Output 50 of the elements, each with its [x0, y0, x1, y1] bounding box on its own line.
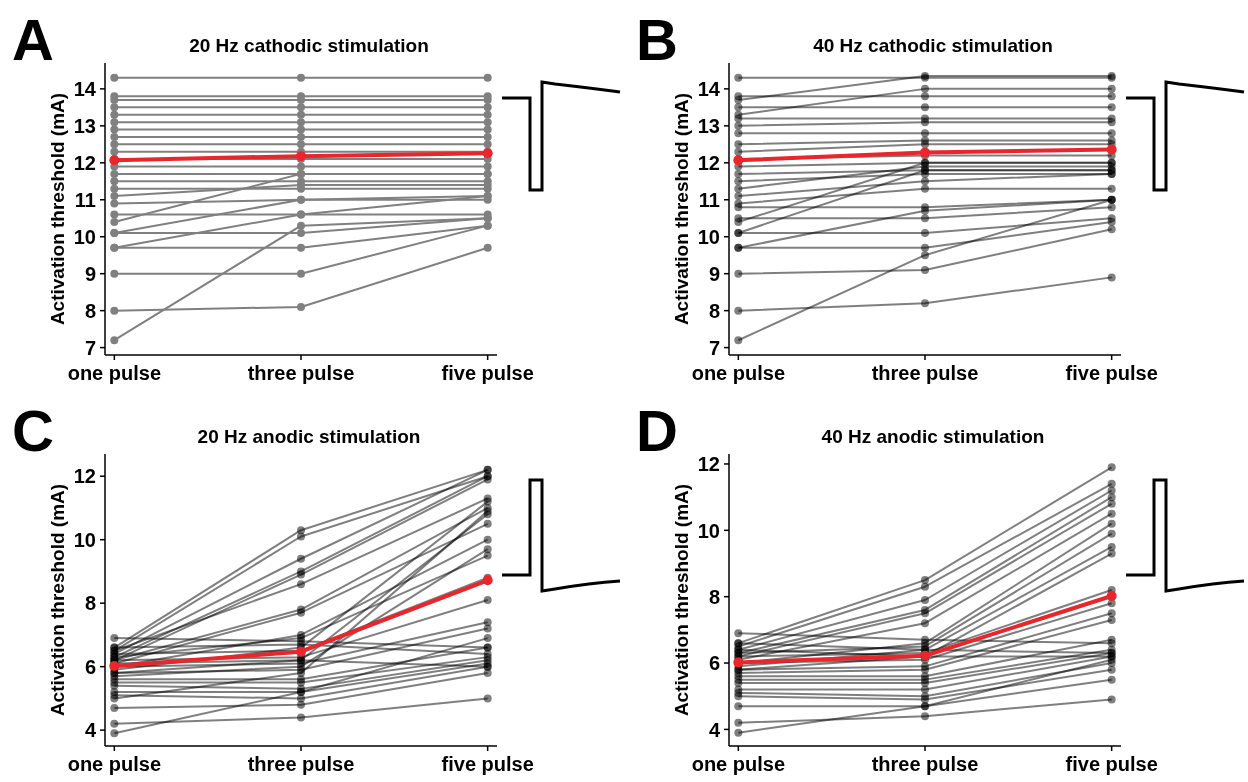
y-axis-title: Activation threshold (mA) [47, 92, 68, 326]
y-tick-label: 11 [698, 188, 720, 211]
y-tick-label: 4 [84, 719, 97, 742]
x-tick-label: one pulse [67, 362, 162, 384]
y-tick-label: 8 [708, 585, 720, 608]
x-tick-label: one pulse [67, 753, 162, 775]
x-tick-label: three pulse [247, 753, 355, 775]
y-tick-label: 10 [73, 528, 96, 551]
y-tick-label: 11 [74, 188, 96, 211]
text: C [12, 398, 54, 463]
x-tick-label: three pulse [871, 362, 979, 384]
y-tick-label: 13 [73, 115, 96, 138]
x-tick-label: five pulse [441, 362, 534, 384]
y-tick-label: 8 [84, 299, 96, 322]
text: D [636, 398, 678, 463]
y-tick-label: 6 [84, 655, 96, 678]
y-tick-label: 12 [697, 453, 720, 476]
y-tick-label: 10 [697, 519, 720, 542]
chart-title: 40 Hz anodic stimulation [821, 426, 1045, 447]
y-tick-label: 8 [84, 592, 96, 615]
chart-title: 20 Hz cathodic stimulation [189, 35, 429, 56]
y-tick-label: 8 [708, 299, 720, 322]
y-tick-label: 12 [73, 152, 96, 174]
y-tick-label: 10 [73, 225, 96, 248]
y-tick-label: 9 [708, 262, 720, 285]
y-tick-label: 13 [697, 115, 720, 138]
x-tick-label: three pulse [247, 362, 355, 384]
y-tick-label: 7 [84, 336, 96, 359]
y-tick-label: 9 [84, 262, 96, 285]
y-axis-title: Activation threshold (mA) [47, 483, 68, 717]
y-axis-title: Activation threshold (mA) [671, 92, 692, 326]
x-tick-label: five pulse [1065, 753, 1158, 775]
x-tick-label: three pulse [871, 753, 979, 775]
y-tick-label: 14 [697, 78, 721, 101]
chart-title: 20 Hz anodic stimulation [197, 426, 421, 447]
x-tick-label: one pulse [691, 362, 786, 384]
x-tick-label: five pulse [1065, 362, 1158, 384]
y-tick-label: 14 [73, 78, 97, 101]
chart-title: 40 Hz cathodic stimulation [813, 35, 1053, 56]
x-tick-label: one pulse [691, 753, 786, 775]
text: A [12, 7, 54, 72]
x-tick-label: five pulse [441, 753, 534, 775]
y-tick-label: 12 [73, 465, 96, 488]
y-tick-label: 4 [708, 718, 721, 741]
text: B [636, 7, 678, 72]
y-tick-label: 10 [697, 225, 720, 248]
y-tick-label: 6 [708, 652, 720, 675]
y-tick-label: 7 [708, 336, 720, 359]
y-tick-label: 12 [697, 152, 720, 174]
y-axis-title: Activation threshold (mA) [671, 483, 692, 717]
